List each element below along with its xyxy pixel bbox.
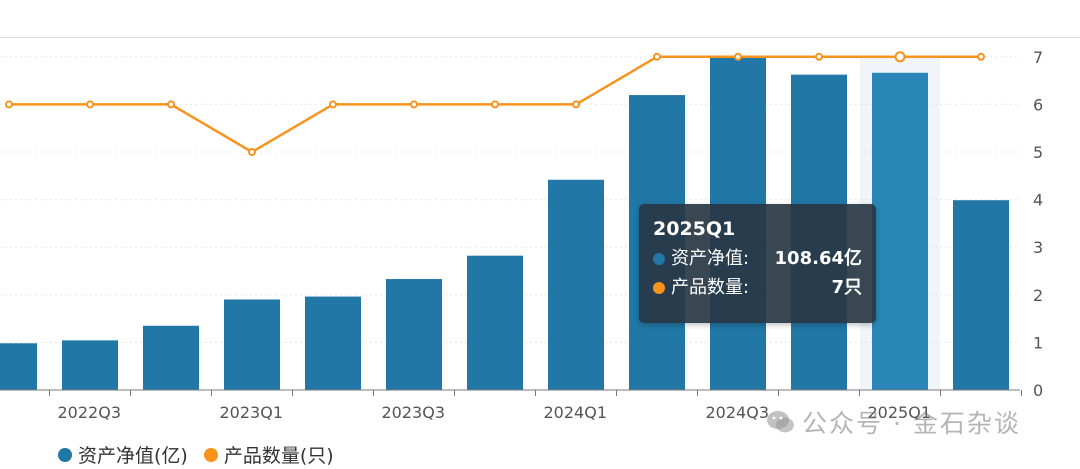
bar <box>953 200 1009 390</box>
bar <box>143 325 199 390</box>
legend-item-product-count[interactable]: 产品数量(只) <box>203 441 334 468</box>
bar <box>467 255 523 390</box>
chart-legend: 资产净值(亿) 产品数量(只) <box>58 441 350 468</box>
y2-tick-label: 3 <box>1033 238 1043 257</box>
legend-dot-icon <box>203 447 218 462</box>
tooltip-title: 2025Q1 <box>653 218 736 240</box>
bar <box>548 179 604 390</box>
bar <box>0 343 37 390</box>
tooltip-label: 资产净值: <box>671 248 750 269</box>
legend-item-net-asset[interactable]: 资产净值(亿) <box>58 441 188 468</box>
bar <box>62 340 118 390</box>
legend-label: 产品数量(只) <box>223 445 334 467</box>
line-point <box>329 100 337 109</box>
y2-tick-label: 5 <box>1033 143 1043 162</box>
x-tick-label: 2023Q1 <box>220 403 284 422</box>
y2-tick-label: 2 <box>1033 286 1043 305</box>
tooltip-value: 7只 <box>831 277 862 298</box>
y2-tick-label: 4 <box>1033 191 1043 210</box>
line-point <box>86 100 94 109</box>
line-point <box>572 100 580 109</box>
top-divider <box>0 37 1080 38</box>
line-point <box>734 52 742 61</box>
tooltip-row-net-asset: 资产净值: 108.64亿 <box>653 244 862 273</box>
x-tick-label: 2023Q3 <box>382 403 446 422</box>
bar <box>305 296 361 390</box>
tooltip-row-product-count: 产品数量: 7只 <box>653 273 862 302</box>
watermark-text: 公众号 · 金石杂谈 <box>802 409 1021 438</box>
y2-tick-label: 1 <box>1033 333 1043 352</box>
line-point <box>167 100 175 109</box>
series-dot-icon <box>653 281 665 294</box>
bar <box>386 279 442 390</box>
tooltip-value: 108.64亿 <box>774 248 862 269</box>
watermark: 公众号 · 金石杂谈 <box>766 404 1021 440</box>
x-tick-label: 2025Q1 <box>868 403 932 422</box>
line-point <box>5 100 13 109</box>
line-point <box>977 52 985 61</box>
wechat-icon <box>767 411 794 433</box>
bar <box>872 72 928 390</box>
y2-tick-label: 0 <box>1033 381 1043 400</box>
line-point <box>653 52 661 61</box>
bar <box>224 299 280 390</box>
tooltip-label: 产品数量: <box>671 277 750 298</box>
x-tick-label: 2022Q3 <box>58 403 122 422</box>
y2-tick-label: 6 <box>1033 95 1043 114</box>
line-point <box>894 51 906 63</box>
line-point <box>248 148 256 156</box>
series-dot-icon <box>653 252 665 265</box>
x-tick-label: 2024Q3 <box>706 403 770 422</box>
line-point <box>815 52 823 61</box>
y2-tick-label: 7 <box>1033 48 1043 67</box>
x-tick-label: 2024Q1 <box>544 403 608 422</box>
legend-dot-icon <box>58 447 72 462</box>
line-point <box>491 100 499 109</box>
line-point <box>410 100 418 109</box>
chart-tooltip: 2025Q1 资产净值: 108.64亿 产品数量: 7只 <box>639 204 876 323</box>
legend-label: 资产净值(亿) <box>78 445 188 467</box>
